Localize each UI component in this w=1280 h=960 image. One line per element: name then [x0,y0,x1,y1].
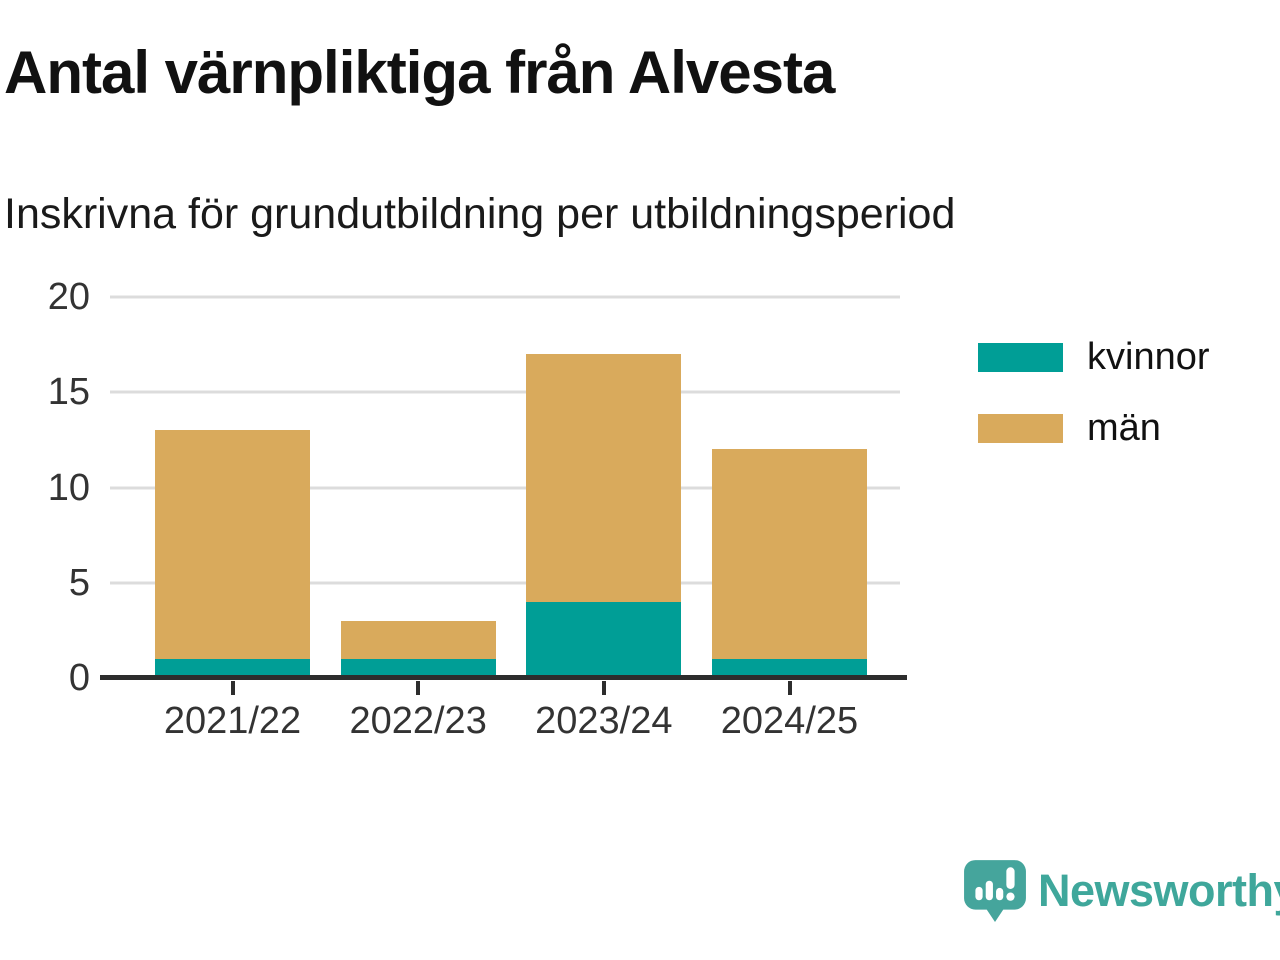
bar-segment-män [711,449,867,659]
x-axis-label: 2023/24 [535,700,673,742]
y-tick-label: 5 [68,561,90,604]
x-tick [416,681,421,695]
legend-swatch [978,343,1063,372]
legend-label: kvinnor [1087,336,1210,378]
x-axis-label: 2022/23 [349,700,487,742]
plot-area: 0 5 10 15 20 [48,278,907,697]
brand-name: Newsworthy [1038,865,1280,916]
gridline-y-20 [110,295,900,299]
chart-title: Antal värnpliktiga från Alvesta [4,39,835,106]
bar-segment-kvinnor [155,658,310,678]
x-tick [601,681,606,695]
x-tick [230,681,235,695]
y-tick-label: 15 [47,371,90,414]
x-axis-line [100,675,907,680]
brand-footer: Newsworthy [962,858,1280,924]
chart-subtitle: Inskrivna för grundutbildning per utbild… [4,190,956,238]
bar-segment-män [526,354,682,602]
bar-2023/24 [526,297,682,678]
newsworthy-logo-icon [964,860,1026,922]
bar-segment-män [155,430,310,659]
legend-item-män: män [978,407,1210,450]
y-tick-label: 20 [47,276,90,318]
bar-2024/25 [711,297,867,678]
legend-swatch [978,414,1063,443]
bar-2021/22 [155,297,310,678]
bar-segment-kvinnor [340,658,496,678]
bars-layer [110,297,900,678]
bar-2022/23 [340,297,496,678]
x-axis-label: 2024/25 [720,700,859,742]
legend: kvinnor män [978,336,1210,478]
x-axis-label: 2021/22 [163,700,302,742]
gridline-y-10 [110,486,900,489]
gridline-y-15 [110,390,900,394]
legend-item-kvinnor: kvinnor [978,336,1210,379]
legend-label: män [1087,407,1161,449]
x-axis-labels: 2021/22 2022/23 2023/24 2024/25 [110,700,900,743]
bar-segment-kvinnor [711,658,867,678]
bar-segment-kvinnor [526,601,682,678]
gridline-y-5 [110,581,900,585]
y-tick-label: 0 [68,657,90,699]
bar-segment-män [340,620,496,659]
y-tick-label: 10 [47,466,90,509]
x-tick [787,681,792,695]
